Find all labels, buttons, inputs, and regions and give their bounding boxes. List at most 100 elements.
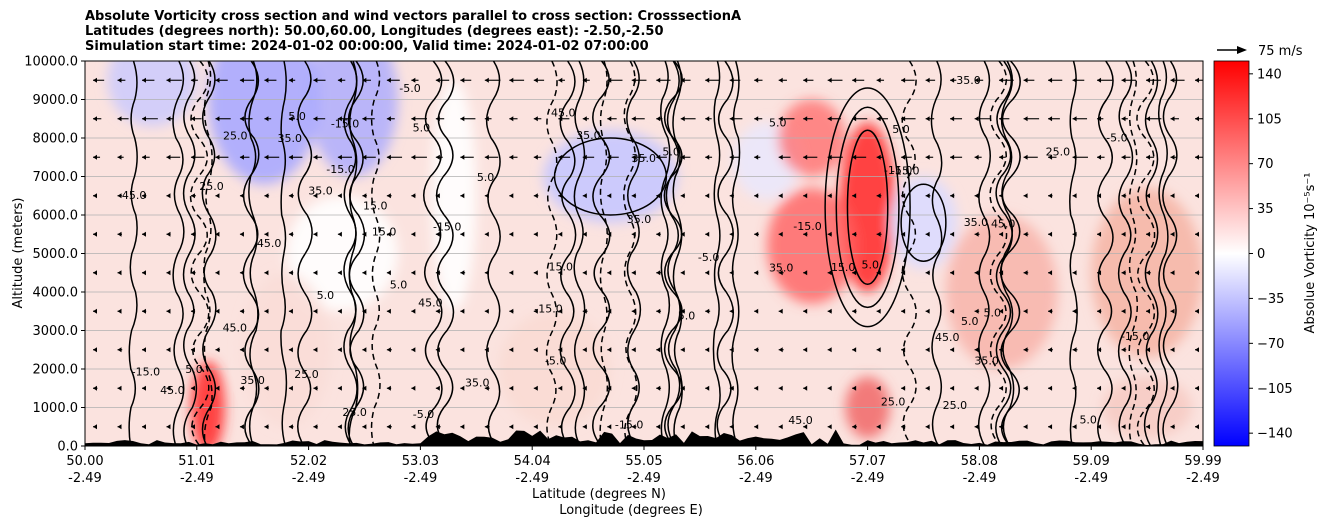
wind-vector-head xyxy=(435,193,440,199)
wind-vector-head xyxy=(778,231,783,237)
wind-vector-head xyxy=(1195,77,1199,83)
wind-vector-head xyxy=(607,385,612,391)
x-tick-label-lon: -2.49 xyxy=(292,471,326,486)
wind-vector-head xyxy=(852,347,857,353)
wind-vector-head xyxy=(705,270,710,276)
wind-vector-head xyxy=(386,308,391,314)
contour-label: 5.0 xyxy=(185,363,203,376)
wind-vector-head xyxy=(509,347,514,353)
wind-vector-head xyxy=(141,77,146,83)
wind-vector-head xyxy=(460,116,465,122)
wind-vector-head xyxy=(509,193,514,199)
wind-vector-head xyxy=(1048,424,1053,430)
wind-vector-head xyxy=(239,347,244,353)
contour-line xyxy=(1157,61,1169,446)
wind-vector-head xyxy=(950,347,955,353)
wind-vector-head xyxy=(435,231,440,237)
wind-vector-head xyxy=(999,116,1004,122)
wind-vector-head xyxy=(1170,424,1175,430)
wind-vector-head xyxy=(1097,308,1102,314)
colorbar-tick-label: −35 xyxy=(1257,292,1284,307)
wind-vector-head xyxy=(974,116,979,122)
wind-vector-head xyxy=(288,424,293,430)
contour-label: 35.0 xyxy=(465,376,490,389)
contour-label: -15.0 xyxy=(534,302,562,315)
wind-vector-head xyxy=(1121,116,1126,122)
wind-vector-head xyxy=(705,347,710,353)
x-tick-label-lon: -2.49 xyxy=(68,471,102,486)
wind-vector-head xyxy=(950,154,955,160)
wind-vector-head xyxy=(239,77,244,83)
contour-line xyxy=(1136,61,1156,446)
contour-line xyxy=(573,61,586,446)
wind-vector-head xyxy=(1121,193,1126,199)
wind-vector-head xyxy=(239,270,244,276)
wind-vector-head xyxy=(117,193,122,199)
wind-vector-head xyxy=(411,424,416,430)
wind-vector-head xyxy=(876,385,881,391)
wind-vector-head xyxy=(852,308,857,314)
wind-vector-head xyxy=(1048,231,1053,237)
wind-vector-head xyxy=(558,154,563,160)
wind-vector-head xyxy=(166,308,171,314)
wind-vector-head xyxy=(460,424,465,430)
wind-vector-head xyxy=(999,385,1004,391)
wind-vector-head xyxy=(901,193,906,199)
wind-vector-head xyxy=(190,77,195,83)
contour-label: 35.0 xyxy=(769,262,794,275)
wind-vector-head xyxy=(362,116,367,122)
contour-label: -5.0 xyxy=(1106,132,1127,145)
wind-vector-head xyxy=(1146,270,1151,276)
contour-line xyxy=(623,61,638,446)
wind-vector-head xyxy=(1146,193,1151,199)
contour-label: 35.0 xyxy=(974,355,999,368)
wind-vector-head xyxy=(656,77,661,83)
wind-vector-head xyxy=(1195,385,1199,391)
wind-vector-head xyxy=(582,154,587,160)
wind-vector-head xyxy=(313,308,318,314)
wind-vector-head xyxy=(607,270,612,276)
wind-vector-head xyxy=(362,270,367,276)
wind-vector-head xyxy=(190,385,195,391)
wind-vector-head xyxy=(656,424,661,430)
chart-title-line-2: Latitudes (degrees north): 50.00,60.00, … xyxy=(85,24,664,39)
wind-vector-head xyxy=(288,154,293,160)
wind-vector-head xyxy=(386,193,391,199)
wind-vector-head xyxy=(313,270,318,276)
wind-vector-head xyxy=(705,154,710,160)
wind-vector-head xyxy=(901,308,906,314)
wind-vector-head xyxy=(93,231,97,237)
wind-vector-head xyxy=(901,154,906,160)
vorticity-blob xyxy=(191,361,225,446)
wind-vector-head xyxy=(484,77,489,83)
wind-vector-head xyxy=(803,77,808,83)
wind-vector-head xyxy=(778,77,783,83)
contour-line xyxy=(731,61,741,446)
wind-vector-head xyxy=(190,270,195,276)
wind-vector-head xyxy=(925,154,930,160)
wind-vector-head xyxy=(582,270,587,276)
colorbar-ticks: 140 105 70 35 0 −35 −70 −105 −140 xyxy=(1249,67,1293,442)
wind-vector-head xyxy=(141,270,146,276)
wind-vector-head xyxy=(435,308,440,314)
wind-vector-head xyxy=(190,231,195,237)
wind-vector-head xyxy=(631,116,636,122)
contour-line xyxy=(1117,61,1134,446)
wind-vector-head xyxy=(509,116,514,122)
vorticity-blob xyxy=(241,272,331,427)
wind-vector-head xyxy=(1170,347,1175,353)
x-tick-label-lon: -2.49 xyxy=(404,471,438,486)
wind-vector-head xyxy=(215,308,220,314)
wind-vector-head xyxy=(288,116,293,122)
wind-vector-head xyxy=(337,77,342,83)
wind-vector-head xyxy=(264,308,269,314)
wind-vector-head xyxy=(1170,193,1175,199)
contour-label: 15.0 xyxy=(372,226,397,239)
wind-vector-head xyxy=(190,116,195,122)
wind-vector-head xyxy=(925,308,930,314)
wind-vector-head xyxy=(362,231,367,237)
wind-vector-head xyxy=(411,270,416,276)
wind-vector-head xyxy=(386,424,391,430)
wind-vector-head xyxy=(117,424,122,430)
wind-vector-head xyxy=(1195,116,1199,122)
